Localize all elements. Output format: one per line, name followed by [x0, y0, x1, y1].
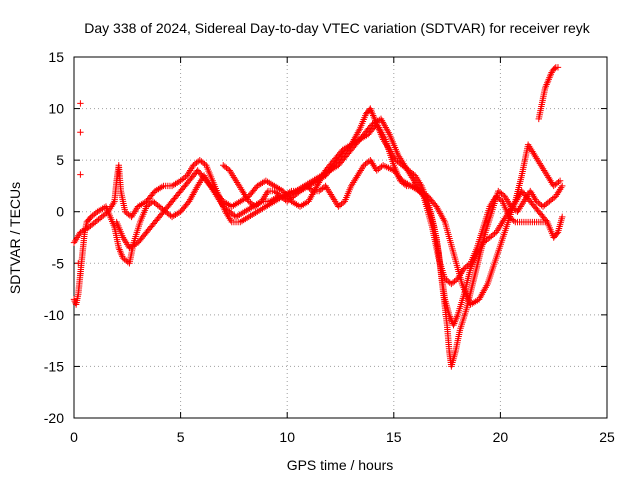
y-tick-label: 10	[48, 101, 64, 117]
y-axis-title: SDTVAR / TECUs	[7, 182, 23, 294]
grid	[74, 57, 607, 418]
data-point	[559, 213, 566, 221]
data-point	[307, 186, 315, 193]
x-tick-label: 10	[279, 429, 295, 445]
data-points	[70, 64, 566, 370]
data-point	[497, 196, 505, 204]
x-axis-title: GPS time / hours	[287, 457, 394, 473]
y-tick-label: -15	[44, 358, 64, 374]
data-point	[182, 173, 189, 181]
x-tick-label: 5	[177, 429, 185, 445]
y-tick-label: -20	[44, 410, 64, 426]
data-point	[77, 129, 84, 136]
data-point	[551, 65, 558, 72]
data-point	[75, 260, 82, 267]
y-tick-label: 15	[48, 49, 64, 65]
y-tick-labels: 15 10 5 0 -5 -10 -15 -20	[44, 49, 64, 426]
data-point	[554, 64, 562, 71]
x-tick-labels: 0 5 10 15 20 25	[70, 429, 615, 445]
data-point	[224, 165, 232, 173]
data-point	[92, 209, 100, 217]
y-tick-label: 0	[56, 204, 64, 220]
y-tick-label: 5	[56, 152, 64, 168]
chart-title: Day 338 of 2024, Sidereal Day-to-day VTE…	[84, 20, 590, 36]
data-point	[465, 261, 473, 268]
axis-ticks	[73, 56, 608, 419]
x-tick-label: 25	[599, 429, 615, 445]
data-point	[556, 177, 564, 184]
x-tick-label: 15	[386, 429, 402, 445]
data-point	[553, 230, 561, 237]
data-point	[555, 178, 562, 186]
data-point	[491, 230, 498, 237]
data-point	[77, 100, 84, 107]
data-point	[559, 182, 566, 190]
data-point	[77, 171, 84, 178]
data-point	[339, 199, 347, 206]
data-point	[499, 191, 507, 199]
y-tick-label: -10	[44, 307, 64, 323]
data-point	[256, 199, 264, 206]
data-point	[201, 160, 208, 168]
x-tick-label: 20	[493, 429, 509, 445]
x-tick-label: 0	[70, 429, 78, 445]
plot-frame	[73, 56, 608, 419]
y-tick-label: -5	[52, 255, 65, 271]
data-point	[542, 217, 550, 224]
data-point	[77, 270, 84, 277]
data-point	[551, 194, 558, 201]
